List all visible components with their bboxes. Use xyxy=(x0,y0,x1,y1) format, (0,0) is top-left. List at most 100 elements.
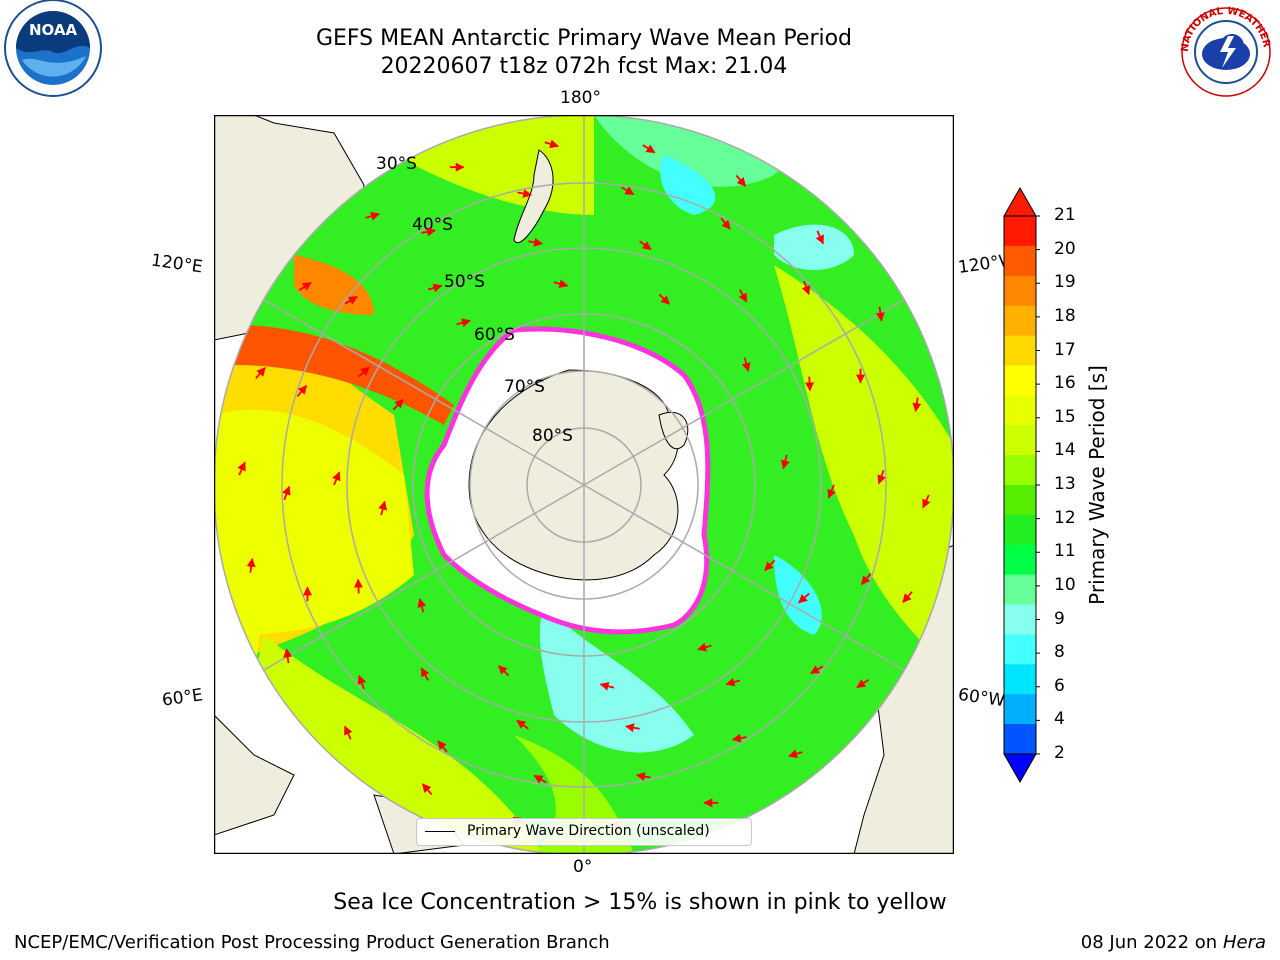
wave-direction-arrow xyxy=(815,230,824,245)
map-legend: Primary Wave Direction (unscaled) xyxy=(416,818,752,846)
lat-label-50s: 50°S xyxy=(444,272,485,292)
new-zealand-land xyxy=(513,149,554,243)
wave-direction-arrow xyxy=(365,211,380,221)
colorbar-tick-label: 17 xyxy=(1054,339,1076,360)
colorbar-tick-label: 20 xyxy=(1054,238,1076,259)
wave-direction-arrow xyxy=(544,139,560,149)
wave-direction-arrow xyxy=(296,384,308,397)
wave-direction-arrow xyxy=(421,783,433,796)
map-frame xyxy=(214,115,954,854)
wave-direction-arrow xyxy=(456,318,471,328)
wave-direction-arrow xyxy=(353,578,363,594)
wave-direction-arrow xyxy=(517,189,533,198)
noaa-logo: NOAA xyxy=(4,0,102,97)
wave-direction-arrow xyxy=(801,280,811,296)
wave-direction-arrow xyxy=(437,740,448,753)
legend-label: Primary Wave Direction (unscaled) xyxy=(467,823,710,839)
lon-label-60e: 60°E xyxy=(160,685,205,711)
colorbar-label: Primary Wave Period [s] xyxy=(1085,365,1109,605)
wave-direction-arrow xyxy=(378,500,388,516)
colorbar-segment xyxy=(1004,694,1036,725)
wave-direction-arrows xyxy=(237,139,931,831)
colorbar-extend-min xyxy=(1003,753,1037,784)
wave-direction-arrow xyxy=(283,648,293,664)
colorbar-segment xyxy=(1004,724,1036,755)
colorbar-tick-label: 13 xyxy=(1054,474,1076,494)
lat-label-40s: 40°S xyxy=(412,215,453,235)
lat-label-30s: 30°S xyxy=(376,154,417,174)
colorbar-segment xyxy=(1004,664,1036,695)
wave-direction-arrow xyxy=(392,399,404,411)
lat-label-80s: 80°S xyxy=(532,426,573,446)
wave-direction-arrow xyxy=(255,367,266,379)
colorbar-segment xyxy=(1004,425,1036,456)
title-line-2: 20220607 t18z 072h fcst Max: 21.04 xyxy=(380,54,788,79)
wave-direction-arrow xyxy=(298,281,312,291)
wave-direction-arrow xyxy=(533,774,547,784)
colorbar-segment xyxy=(1004,335,1036,366)
lon-label-60w: 60°W xyxy=(956,684,1007,712)
colorbar-segment xyxy=(1004,485,1036,516)
colorbar xyxy=(1003,186,1040,784)
wave-direction-arrow xyxy=(621,186,635,196)
colorbar-tick-label: 21 xyxy=(1054,205,1076,225)
wave-direction-arrow xyxy=(344,295,358,305)
colorbar-tick-label: 10 xyxy=(1054,574,1076,595)
wave-direction-arrow xyxy=(764,559,776,571)
colorbar-segment xyxy=(1004,365,1036,396)
wave-direction-arrow xyxy=(780,454,790,470)
wave-direction-arrow xyxy=(246,557,256,573)
colorbar-tick-label: 6 xyxy=(1054,675,1065,696)
wave-direction-arrow xyxy=(553,279,569,289)
wave-direction-arrow xyxy=(877,469,886,485)
colorbar-extend-max xyxy=(1003,186,1037,217)
colorbar-tick-label: 4 xyxy=(1054,709,1065,730)
colorbar-tick-label: 14 xyxy=(1054,440,1076,461)
wave-direction-arrow xyxy=(639,240,652,251)
colorbar-tick-label: 18 xyxy=(1054,305,1076,326)
wave-direction-arrow xyxy=(516,719,529,730)
antarctic-peninsula-land xyxy=(658,411,689,450)
wave-direction-arrow xyxy=(875,306,885,322)
title-line-1: GEFS MEAN Antarctic Primary Wave Mean Pe… xyxy=(315,26,853,51)
lat-label-70s: 70°S xyxy=(504,377,545,397)
wave-direction-arrow xyxy=(725,677,741,687)
wave-direction-arrow xyxy=(642,144,656,154)
wave-direction-arrow xyxy=(731,733,747,743)
legend-line-swatch xyxy=(425,831,455,832)
wave-direction-arrow xyxy=(856,679,870,689)
wave-direction-arrow xyxy=(237,461,246,476)
colorbar-tick-label: 12 xyxy=(1054,507,1076,528)
wave-direction-arrow xyxy=(624,723,640,733)
wave-direction-arrow xyxy=(738,289,748,303)
colorbar-tick-label: 11 xyxy=(1054,541,1076,562)
wave-direction-arrow xyxy=(735,174,747,187)
polar-map: 30°S 40°S 50°S 60°S 70°S 80°S xyxy=(214,115,954,854)
svg-text:NOAA: NOAA xyxy=(29,21,78,39)
lon-label-0: 0° xyxy=(573,857,593,877)
colorbar-segment xyxy=(1004,245,1036,277)
colorbar-tick-label: 2 xyxy=(1054,743,1065,763)
footer-date-text: 08 Jun 2022 on xyxy=(1080,932,1218,953)
colorbar-tick-label: 8 xyxy=(1054,642,1065,663)
lon-label-180: 180° xyxy=(560,88,601,108)
wave-direction-arrow xyxy=(912,397,922,413)
wave-direction-arrow xyxy=(357,674,367,690)
colorbar-segment xyxy=(1004,634,1036,665)
colorbar-segment xyxy=(1004,455,1036,486)
colorbar-tick-label: 9 xyxy=(1054,608,1065,629)
wave-direction-arrow xyxy=(805,376,815,392)
wave-direction-arrow xyxy=(741,357,751,372)
wave-direction-arrow xyxy=(720,217,731,230)
wave-direction-arrow xyxy=(417,598,427,613)
wave-direction-arrow xyxy=(421,227,437,237)
colorbar-tick-label: 15 xyxy=(1054,406,1076,427)
sea-ice-caption: Sea Ice Concentration > 15% is shown in … xyxy=(333,890,947,915)
footer-host: Hera xyxy=(1222,932,1266,953)
wave-direction-arrow xyxy=(860,573,872,586)
colorbar-segment xyxy=(1004,574,1036,606)
wave-direction-arrow xyxy=(528,237,544,247)
wave-direction-arrow xyxy=(697,642,712,652)
lon-label-120e: 120°E xyxy=(149,250,204,278)
colorbar-tick-label: 16 xyxy=(1054,373,1076,394)
